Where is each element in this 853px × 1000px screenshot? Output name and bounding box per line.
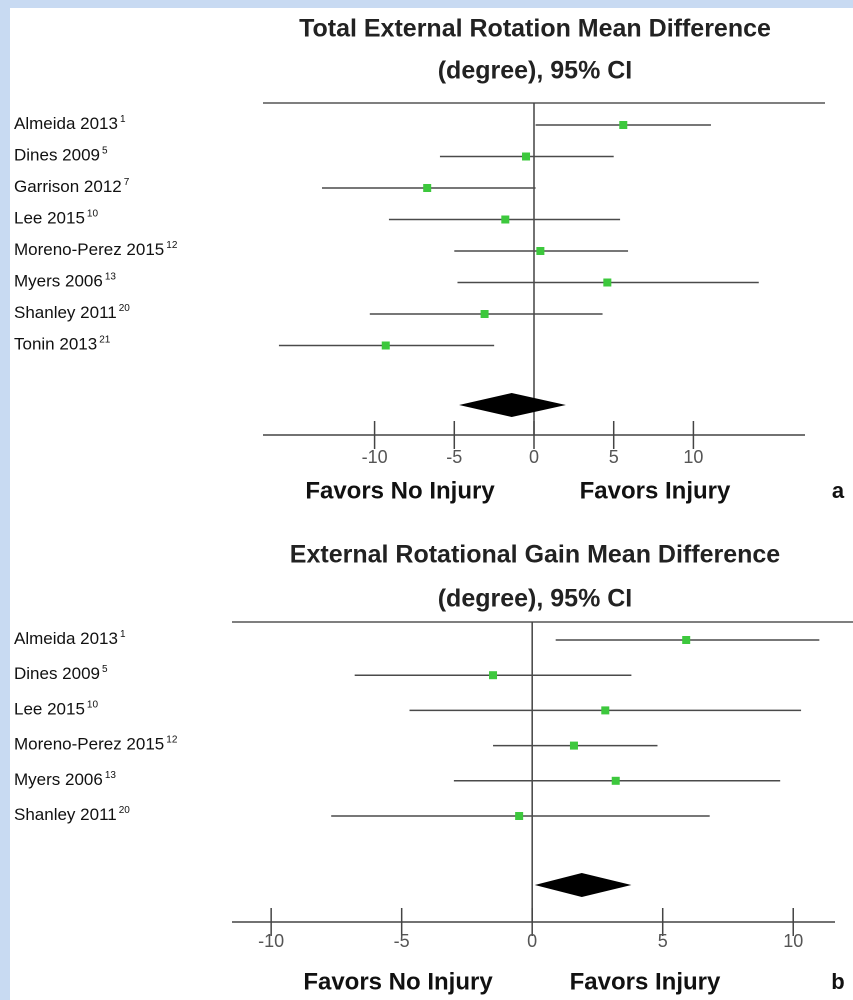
study-ref: 13 bbox=[105, 271, 117, 282]
study-name: Almeida 2013 bbox=[14, 629, 118, 648]
study-label: Shanley 2011 20 bbox=[14, 303, 130, 323]
study-label: Lee 2015 10 bbox=[14, 208, 98, 228]
study-name: Lee 2015 bbox=[14, 700, 85, 719]
study-name: Garrison 2012 bbox=[14, 177, 122, 196]
point-estimate bbox=[536, 247, 545, 255]
x-tick-label: 10 bbox=[783, 931, 803, 951]
study-name: Shanley 2011 bbox=[14, 805, 117, 824]
pooled-diamond bbox=[459, 393, 566, 417]
study-ref: 1 bbox=[120, 629, 126, 640]
point-estimate bbox=[611, 776, 620, 785]
point-estimate bbox=[423, 184, 432, 192]
point-estimate bbox=[515, 812, 524, 820]
study-name: Almeida 2013 bbox=[14, 114, 118, 133]
x-axis-label: Favors No Injury bbox=[305, 477, 495, 504]
panel-label: a bbox=[832, 478, 845, 503]
study-ref: 7 bbox=[124, 177, 130, 188]
chart-title: Total External Rotation Mean Difference bbox=[299, 15, 771, 43]
study-ref: 10 bbox=[87, 208, 99, 219]
point-estimate bbox=[501, 215, 510, 224]
study-name: Tonin 2013 bbox=[14, 335, 97, 354]
chart-title: External Rotational Gain Mean Difference bbox=[290, 541, 780, 569]
x-tick-label: -10 bbox=[362, 447, 388, 467]
study-ref: 5 bbox=[102, 145, 108, 156]
study-name: Moreno-Perez 2015 bbox=[14, 735, 164, 754]
study-label: Lee 2015 10 bbox=[14, 699, 98, 719]
study-label: Moreno-Perez 2015 12 bbox=[14, 240, 178, 260]
study-name: Moreno-Perez 2015 bbox=[14, 240, 164, 259]
x-axis-label: Favors Injury bbox=[570, 968, 721, 995]
x-tick-label: -5 bbox=[394, 931, 410, 951]
x-tick-label: -10 bbox=[258, 931, 284, 951]
x-tick-label: 5 bbox=[609, 447, 619, 467]
study-label: Almeida 2013 1 bbox=[14, 629, 126, 649]
point-estimate bbox=[489, 671, 498, 680]
study-name: Lee 2015 bbox=[14, 209, 85, 228]
study-ref: 1 bbox=[120, 114, 126, 125]
study-label: Dines 2009 5 bbox=[14, 664, 108, 684]
chart-title: (degree), 95% CI bbox=[438, 585, 633, 613]
study-label: Tonin 2013 21 bbox=[14, 334, 111, 354]
study-label: Moreno-Perez 2015 12 bbox=[14, 734, 178, 754]
study-ref: 20 bbox=[119, 303, 131, 314]
x-tick-label: 5 bbox=[658, 931, 668, 951]
point-estimate bbox=[381, 341, 390, 350]
point-estimate bbox=[569, 741, 578, 750]
panel-label: b bbox=[831, 969, 844, 994]
x-tick-label: 0 bbox=[529, 447, 539, 467]
pooled-diamond bbox=[534, 873, 632, 897]
study-name: Myers 2006 bbox=[14, 272, 103, 291]
study-label: Myers 2006 13 bbox=[14, 271, 116, 291]
x-axis-label: Favors No Injury bbox=[303, 968, 493, 995]
study-ref: 13 bbox=[105, 769, 117, 780]
point-estimate bbox=[601, 706, 610, 715]
point-estimate bbox=[603, 278, 612, 287]
x-tick-label: 10 bbox=[683, 447, 703, 467]
study-ref: 21 bbox=[99, 334, 111, 345]
panel-background bbox=[10, 8, 853, 1000]
study-ref: 5 bbox=[102, 664, 108, 675]
study-name: Dines 2009 bbox=[14, 146, 100, 165]
x-axis-label: Favors Injury bbox=[580, 477, 731, 504]
study-name: Dines 2009 bbox=[14, 665, 100, 684]
study-label: Almeida 2013 1 bbox=[14, 114, 126, 134]
point-estimate bbox=[619, 121, 628, 129]
study-label: Myers 2006 13 bbox=[14, 769, 116, 789]
study-ref: 20 bbox=[119, 805, 131, 816]
point-estimate bbox=[480, 310, 489, 318]
x-tick-label: 0 bbox=[527, 931, 537, 951]
chart-title: (degree), 95% CI bbox=[438, 57, 633, 85]
study-name: Myers 2006 bbox=[14, 770, 103, 789]
study-ref: 12 bbox=[166, 734, 178, 745]
point-estimate bbox=[682, 636, 691, 644]
study-label: Dines 2009 5 bbox=[14, 145, 108, 165]
study-name: Shanley 2011 bbox=[14, 303, 117, 322]
study-label: Shanley 2011 20 bbox=[14, 805, 130, 825]
study-ref: 10 bbox=[87, 699, 99, 710]
study-ref: 12 bbox=[166, 240, 178, 251]
x-tick-label: -5 bbox=[446, 447, 462, 467]
point-estimate bbox=[522, 152, 531, 161]
study-label: Garrison 2012 7 bbox=[14, 177, 130, 197]
